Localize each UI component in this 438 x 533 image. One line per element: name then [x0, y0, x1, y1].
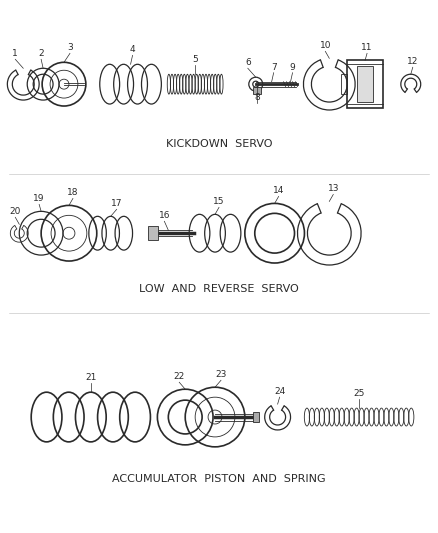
Text: 23: 23 — [215, 370, 227, 379]
Text: 14: 14 — [273, 187, 284, 196]
Bar — [253, 412, 259, 422]
Text: 1: 1 — [12, 50, 18, 58]
Text: 21: 21 — [85, 373, 96, 382]
Text: 3: 3 — [67, 43, 73, 52]
Text: 6: 6 — [245, 58, 251, 67]
Bar — [347, 60, 383, 108]
Text: 22: 22 — [173, 372, 185, 381]
Text: 16: 16 — [159, 211, 170, 220]
Text: 10: 10 — [320, 42, 331, 51]
Text: 4: 4 — [130, 45, 135, 54]
Text: 17: 17 — [111, 199, 122, 208]
Text: 8: 8 — [254, 93, 260, 102]
Text: 12: 12 — [407, 57, 418, 66]
Text: 24: 24 — [274, 387, 285, 396]
Text: KICKDOWN  SERVO: KICKDOWN SERVO — [166, 139, 272, 149]
Text: 13: 13 — [328, 184, 339, 193]
Text: LOW  AND  REVERSE  SERVO: LOW AND REVERSE SERVO — [139, 284, 299, 294]
Text: 20: 20 — [10, 207, 21, 216]
Text: 9: 9 — [290, 63, 295, 72]
Bar — [341, 74, 347, 94]
Text: ACCUMULATOR  PISTON  AND  SPRING: ACCUMULATOR PISTON AND SPRING — [112, 474, 326, 483]
Text: 5: 5 — [192, 55, 198, 64]
Bar — [148, 226, 159, 240]
Bar — [357, 66, 373, 102]
Text: 15: 15 — [213, 197, 225, 206]
Text: 18: 18 — [67, 189, 79, 197]
Text: 2: 2 — [38, 50, 44, 58]
Text: 25: 25 — [353, 389, 365, 398]
Text: 19: 19 — [33, 195, 45, 204]
Bar — [253, 87, 261, 94]
Text: 7: 7 — [271, 63, 276, 72]
Text: 11: 11 — [361, 43, 373, 52]
